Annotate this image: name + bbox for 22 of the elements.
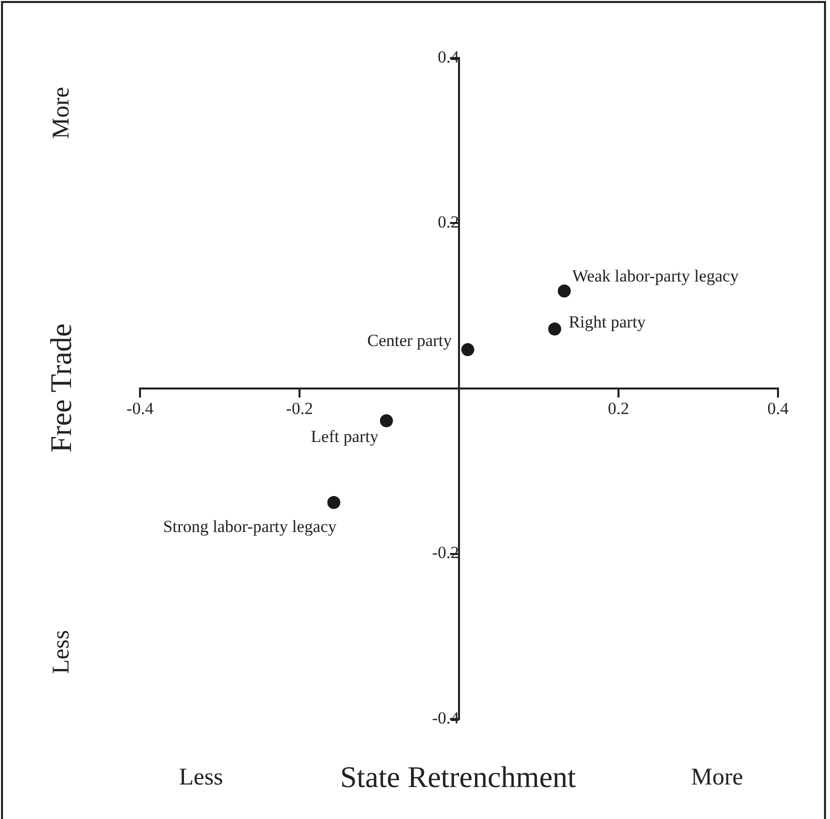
x-tick-label: -0.2 [286,399,313,418]
text: More [48,87,76,139]
text: Less [179,764,223,792]
y-axis-title: Free Trade [45,323,79,453]
x-tick-label: -0.4 [126,399,154,418]
point [558,284,571,298]
point [548,322,562,336]
point [380,414,393,428]
point [327,496,340,510]
point [461,343,474,356]
annotation: Left party [310,427,379,446]
text: Less [48,630,76,674]
x-tick-label: 0.2 [608,399,630,418]
y-tick-label: -0.2 [432,543,459,562]
annotation: Right party [568,312,646,332]
x-tick-label: 0.4 [767,399,790,418]
annotation: Weak labor-party legacy [572,266,740,286]
annotation: Center party [367,331,452,350]
annotation: Strong labor-party legacy [163,516,337,536]
text: More [691,764,743,792]
x-axis-title: State Retrenchment [340,761,576,795]
y-tick-label: 0.2 [438,212,459,232]
